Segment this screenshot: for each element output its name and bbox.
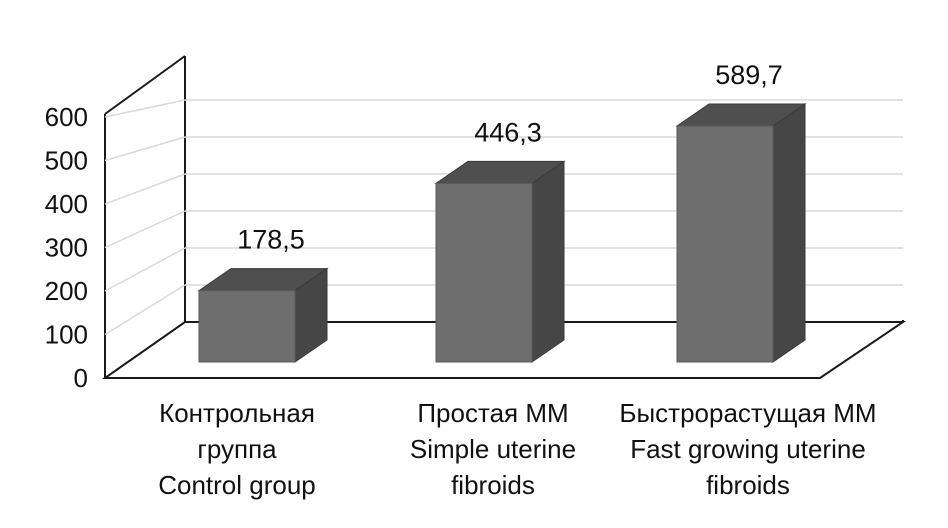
- bar-front: [435, 182, 533, 363]
- category-label-line: Simple uterine: [410, 434, 576, 464]
- y-axis-tick-labels: 0 100 200 300 400 500 600: [45, 102, 88, 393]
- bar: [434, 160, 566, 363]
- category-label: Контрольная группа Control group: [158, 398, 316, 500]
- category-label-line: Control group: [158, 470, 316, 500]
- category-label: Простая ММ Simple uterine fibroids: [410, 398, 576, 500]
- y-tick-label: 0: [74, 363, 88, 393]
- bar-front: [198, 290, 296, 363]
- category-labels: Контрольная группа Control group Простая ММ…: [158, 398, 876, 500]
- category-label-line: Быстрорастущая ММ: [619, 398, 876, 428]
- bar: [197, 267, 329, 363]
- bar-side: [772, 103, 806, 363]
- data-label: 446,3: [474, 117, 542, 147]
- bar: [675, 103, 807, 363]
- gridline-diagonal: [104, 210, 186, 249]
- gridline-diagonal: [104, 173, 186, 205]
- y-tick-label: 500: [45, 146, 88, 176]
- bar-side: [531, 160, 565, 363]
- data-labels: 178,5 446,3 589,7: [237, 60, 783, 255]
- category-label-line: fibroids: [706, 470, 790, 500]
- data-label: 589,7: [715, 60, 783, 90]
- y-tick-label: 100: [45, 320, 88, 350]
- gridline-diagonal: [104, 99, 186, 118]
- left-wall-top-edge: [104, 55, 186, 115]
- category-label-line: Контрольная: [159, 398, 315, 428]
- category-label-line: Простая ММ: [417, 398, 568, 428]
- data-label: 178,5: [237, 225, 305, 255]
- category-label-line: fibroids: [451, 470, 535, 500]
- y-tick-label: 400: [45, 189, 88, 219]
- y-tick-label: 200: [45, 276, 88, 306]
- gridline-diagonal: [104, 284, 186, 336]
- bars: [197, 103, 807, 363]
- category-label-line: группа: [197, 434, 277, 464]
- gridline-diagonal: [104, 247, 186, 292]
- y-tick-label: 300: [45, 233, 88, 263]
- category-label-line: Fast growing uterine: [630, 434, 866, 464]
- y-tick-label: 600: [45, 102, 88, 132]
- bar-front: [676, 125, 774, 363]
- category-label: Быстрорастущая ММ Fast growing uterine fib…: [619, 398, 876, 500]
- gridline-diagonal: [104, 136, 186, 162]
